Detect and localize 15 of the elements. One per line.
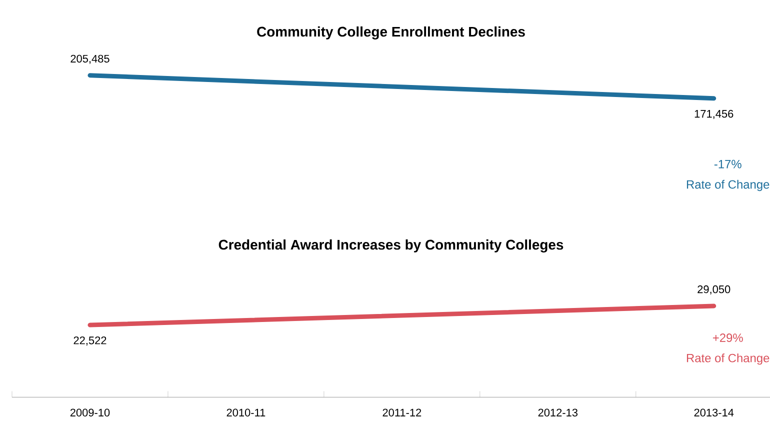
text: Rate of Change [686, 354, 770, 365]
x-tick-label: 2013-14 [694, 408, 734, 416]
data-label: 205,485 [70, 54, 110, 64]
data-label: 22,522 [74, 336, 106, 346]
chart-title: Community College Enrollment Declines [257, 26, 525, 40]
x-tick-label: 2011-12 [382, 408, 422, 416]
data-label: 29,050 [698, 285, 730, 294]
chart-title: Credential Award Increases by Community Colleges [218, 239, 564, 252]
x-tick-label: 2010-11 [226, 408, 266, 416]
text: -17% [714, 160, 742, 168]
data-label: 171,456 [694, 110, 734, 119]
text: +29% [712, 334, 743, 342]
x-tick-label: 2012-13 [538, 408, 578, 416]
text: Rate of Change [686, 180, 770, 192]
x-tick-label: 2009-10 [70, 408, 110, 416]
